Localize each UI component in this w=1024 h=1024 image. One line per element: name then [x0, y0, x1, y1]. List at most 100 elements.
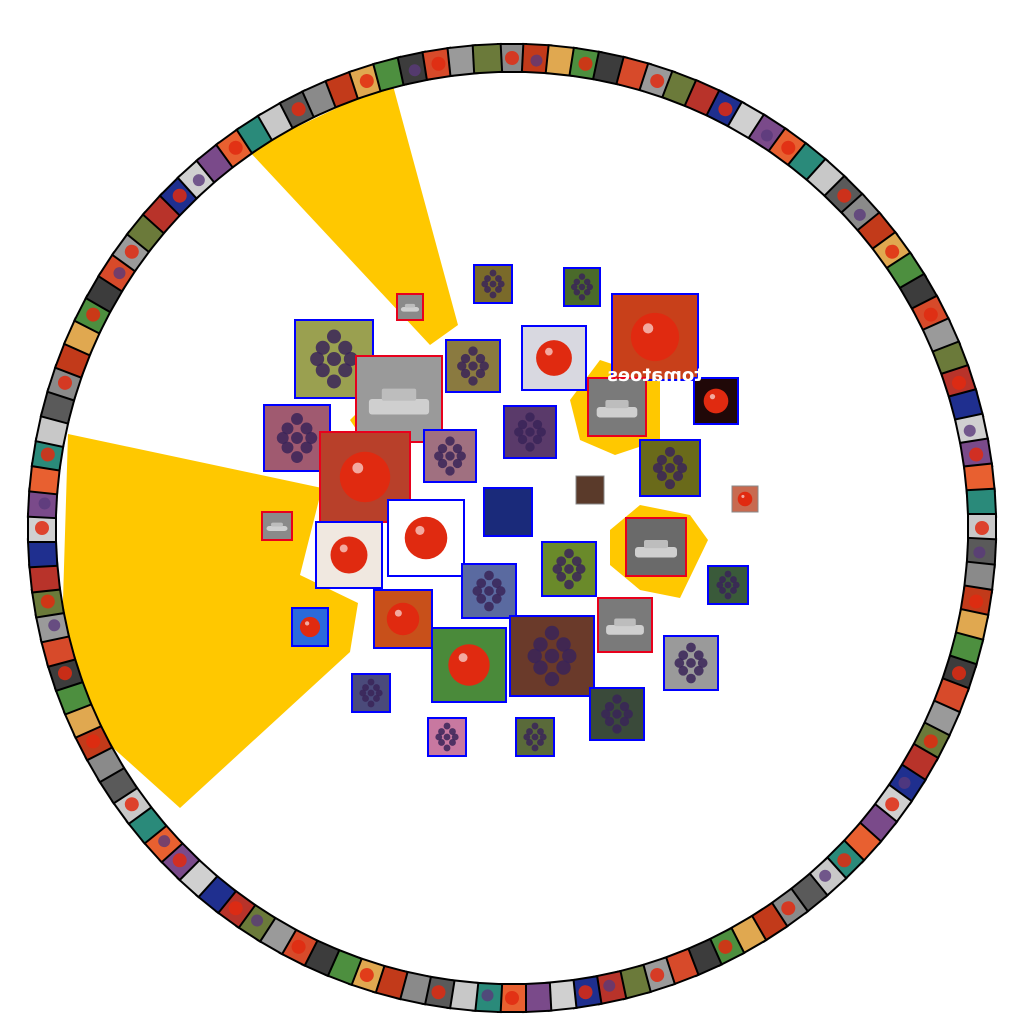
tomato-image[interactable]: [731, 485, 759, 513]
tomato-image[interactable]: [291, 607, 329, 647]
tomato-image[interactable]: [521, 325, 587, 391]
ring-thumbnail-image: [30, 464, 59, 494]
highlight-sector: [248, 82, 458, 345]
grape-icon: [533, 660, 548, 675]
grape-icon: [291, 432, 303, 444]
tomato-icon: [737, 491, 753, 507]
grape-icon: [359, 689, 367, 697]
tomato-image[interactable]: [373, 589, 433, 649]
grape-image[interactable]: [427, 717, 467, 757]
car-image[interactable]: [396, 293, 424, 321]
grape-icon: [326, 374, 342, 389]
grape-icon: [484, 570, 494, 581]
ring-thumbnail[interactable]: [967, 513, 997, 543]
grape-image[interactable]: [423, 429, 477, 483]
tomato-image[interactable]: [611, 293, 699, 381]
grape-image[interactable]: [707, 565, 749, 605]
ring-thumbnail[interactable]: [520, 42, 553, 75]
ring-thumbnail[interactable]: [520, 981, 553, 1014]
grape-icon: [578, 294, 586, 301]
ring-thumbnail[interactable]: [396, 969, 433, 1006]
ring-thumbnail[interactable]: [705, 926, 746, 967]
grape-image[interactable]: [541, 541, 597, 597]
grape-icon: [531, 722, 539, 730]
grape-image[interactable]: [589, 687, 645, 741]
car-image[interactable]: [597, 597, 653, 653]
ring-thumbnail[interactable]: [27, 513, 57, 543]
ring-thumbnail-image: [522, 983, 551, 1012]
tomato-icon: [781, 140, 796, 155]
grape-icon: [491, 593, 502, 604]
grape-icon: [251, 914, 264, 927]
grape-image[interactable]: [515, 717, 555, 757]
ring-thumbnail[interactable]: [544, 978, 578, 1012]
tomato-image[interactable]: [431, 627, 507, 703]
grape-image[interactable]: [473, 264, 513, 304]
grape-icon: [573, 288, 581, 296]
grape-icon: [571, 571, 582, 582]
ring-thumbnail[interactable]: [568, 975, 603, 1010]
grape-icon: [445, 436, 455, 446]
car-image[interactable]: [355, 355, 443, 443]
ring-thumbnail[interactable]: [471, 42, 504, 75]
grape-icon: [367, 689, 375, 697]
misc-image[interactable]: [483, 487, 533, 537]
grape-icon: [460, 368, 471, 379]
grape-icon: [456, 451, 466, 461]
grape-icon: [570, 283, 578, 291]
ring-thumbnail-image: [30, 562, 59, 592]
ring-thumbnail[interactable]: [28, 462, 62, 496]
tomato-image[interactable]: [693, 377, 739, 425]
grape-image[interactable]: [639, 439, 701, 497]
ring-thumbnail[interactable]: [471, 981, 504, 1014]
tomato-icon: [299, 616, 321, 638]
car-image[interactable]: [587, 377, 647, 437]
tomato-icon: [124, 797, 139, 812]
ring-thumbnail[interactable]: [28, 560, 62, 594]
grape-icon: [619, 716, 630, 727]
grape-image[interactable]: [563, 267, 601, 307]
grape-icon: [315, 340, 330, 355]
grape-icon: [291, 451, 303, 463]
grape-icon: [489, 280, 497, 288]
car-image[interactable]: [625, 517, 687, 577]
grape-icon: [973, 546, 986, 559]
tomato-icon: [291, 939, 306, 954]
grape-icon: [656, 454, 667, 465]
tomato-icon: [578, 985, 593, 1000]
grape-icon: [719, 587, 726, 594]
ring-thumbnail[interactable]: [446, 978, 480, 1012]
grape-image[interactable]: [351, 673, 391, 713]
ring-thumbnail[interactable]: [965, 536, 998, 569]
ring-thumbnail[interactable]: [962, 560, 996, 594]
ring-thumbnail[interactable]: [962, 462, 996, 496]
ring-thumbnail-image: [398, 972, 430, 1004]
ring-thumbnail-image: [965, 464, 994, 494]
car-image[interactable]: [261, 511, 293, 541]
ring-thumbnail[interactable]: [46, 654, 84, 693]
grape-icon: [573, 278, 581, 286]
grape-icon: [693, 650, 704, 661]
ring-thumbnail[interactable]: [959, 437, 994, 472]
grape-image[interactable]: [503, 405, 557, 459]
ring-thumbnail[interactable]: [446, 44, 480, 78]
tomato-icon: [431, 56, 446, 71]
grape-image[interactable]: [509, 615, 595, 697]
grape-icon: [544, 625, 560, 641]
grape-image[interactable]: [461, 563, 517, 619]
ring-thumbnail[interactable]: [965, 487, 998, 520]
grape-icon: [495, 275, 502, 282]
tomato-image[interactable]: [387, 499, 465, 577]
ring-thumbnail[interactable]: [421, 46, 456, 81]
grape-image[interactable]: [663, 635, 719, 691]
grape-icon: [484, 601, 494, 612]
ring-thumbnail[interactable]: [544, 44, 578, 78]
ring-thumbnail[interactable]: [30, 584, 65, 619]
misc-image[interactable]: [575, 475, 605, 505]
ring-thumbnail-image: [448, 46, 478, 75]
ring-thumbnail[interactable]: [26, 487, 59, 520]
grape-image[interactable]: [445, 339, 501, 393]
grape-icon: [686, 642, 696, 653]
tomato-image[interactable]: [315, 521, 383, 589]
ring-thumbnail[interactable]: [26, 536, 59, 569]
